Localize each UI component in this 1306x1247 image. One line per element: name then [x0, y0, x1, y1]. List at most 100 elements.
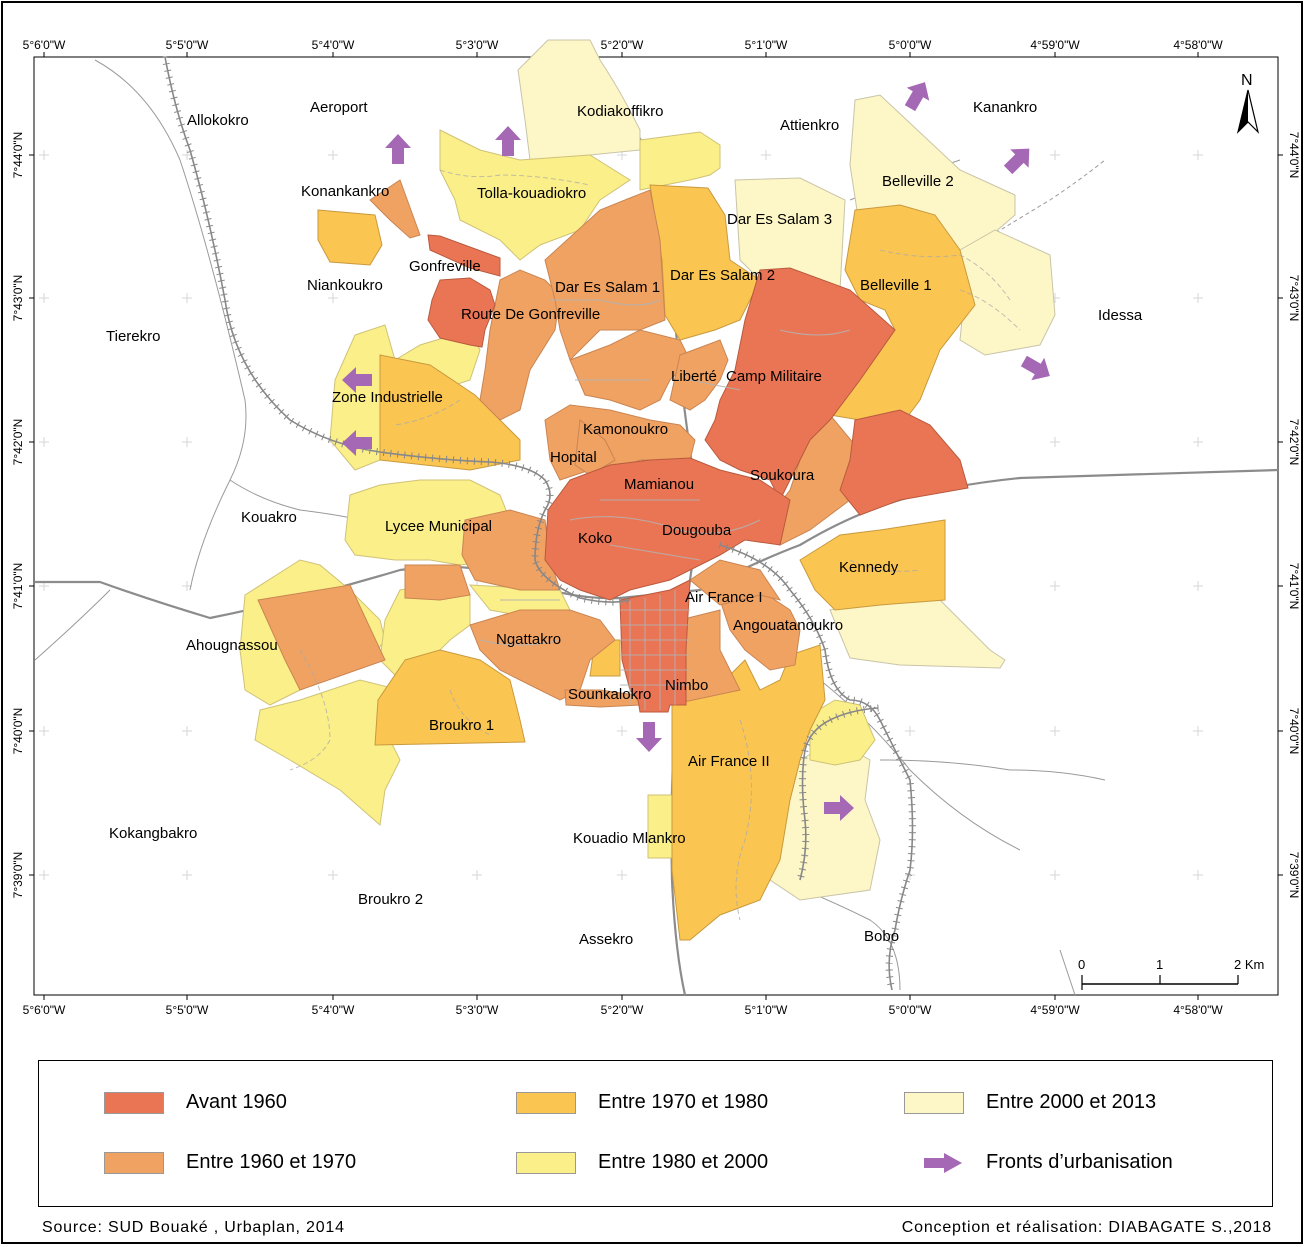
coordinate-label: 5°4'0"W [312, 38, 355, 52]
place-label: Kodiakoffikro [577, 103, 663, 120]
legend-swatch [104, 1091, 164, 1114]
legend-item-1970-1980: Entre 1970 et 1980 [516, 1091, 768, 1114]
street-grid [479, 299, 851, 710]
legend-item-avant-1960: Avant 1960 [104, 1091, 287, 1114]
legend: Avant 1960 Entre 1960 et 1970 Entre 1970… [38, 1060, 1273, 1207]
place-label: Dougouba [662, 522, 732, 539]
place-label: Lycee Municipal [385, 518, 492, 535]
north-arrow: N [1236, 72, 1260, 134]
place-label: Kokangbakro [109, 825, 197, 842]
legend-item-fronts: Fronts d’urbanisation [904, 1151, 1173, 1174]
place-label: Tolla-kouadiokro [477, 185, 586, 202]
coordinate-label: 5°5'0"W [166, 38, 209, 52]
place-label: Kennedy [839, 559, 899, 576]
coordinate-label: 7°42'0"N [11, 419, 25, 466]
coordinate-label: 7°39'0"N [1287, 852, 1301, 899]
latitude-labels-right: 7°44'0"N 7°43'0"N 7°42'0"N 7°41'0"N 7°40'0"N… [1278, 132, 1301, 899]
urbanization-arrow-icon [495, 126, 521, 156]
place-label: Koko [578, 530, 612, 547]
coordinate-label: 4°58'0"W [1173, 1003, 1223, 1017]
place-label: Gonfreville [409, 258, 481, 275]
place-label: Ahougnassou [186, 637, 278, 654]
railways [164, 56, 914, 991]
urbanization-arrow-icon [385, 134, 411, 164]
place-label: Tierekro [106, 328, 160, 345]
coordinate-label: 5°3'0"W [456, 38, 499, 52]
coordinate-label: 7°41'0"N [1287, 563, 1301, 610]
legend-label: Fronts d’urbanisation [986, 1151, 1173, 1173]
urbanization-arrow-icon [1020, 355, 1050, 381]
place-label: Broukro 1 [429, 717, 494, 734]
coordinate-label: 5°0'0"W [889, 38, 932, 52]
scale-label: 2 Km [1234, 957, 1264, 972]
legend-label: Entre 1980 et 2000 [598, 1151, 769, 1173]
longitude-labels-bottom: 5°6'0"W 5°5'0"W 5°4'0"W 5°3'0"W 5°2'0"W 5°1'0… [23, 995, 1223, 1017]
place-label: Niankoukro [307, 277, 383, 294]
credit-note: Conception et réalisation: DIABAGATE S.,… [901, 1219, 1272, 1236]
place-label: Hopital [550, 449, 597, 466]
coordinate-label: 5°3'0"W [456, 1003, 499, 1017]
place-label: Sounkalokro [568, 686, 651, 703]
coordinate-label: 5°5'0"W [166, 1003, 209, 1017]
place-label: Bobo [864, 928, 899, 945]
place-label: Soukoura [750, 467, 815, 484]
place-label: Konankankro [301, 183, 389, 200]
legend-item-1960-1970: Entre 1960 et 1970 [104, 1151, 356, 1174]
legend-label: Entre 2000 et 2013 [986, 1091, 1157, 1113]
coordinate-label: 5°2'0"W [601, 1003, 644, 1017]
place-label: Belleville 2 [882, 173, 954, 190]
place-names: Allokokro Aeroport Kodiakoffikro Attienk… [106, 99, 1143, 948]
coordinate-label: 7°44'0"N [11, 132, 25, 179]
urbanization-arrow-icon [342, 430, 372, 456]
place-label: Kanankro [973, 99, 1037, 116]
north-label: N [1241, 72, 1253, 89]
place-label: Route De Gonfreville [461, 306, 600, 323]
coordinate-label: 4°59'0"W [1030, 1003, 1080, 1017]
place-label: Assekro [579, 931, 633, 948]
urbanization-fronts [342, 82, 1050, 821]
source-note: Source: SUD Bouaké , Urbaplan, 2014 [42, 1219, 345, 1236]
longitude-labels-top: 5°6'0"W 5°5'0"W 5°4'0"W 5°3'0"W 5°2'0"W 5°1'0… [23, 38, 1223, 57]
scale-label: 1 [1156, 957, 1163, 972]
place-label: Angouatanoukro [733, 617, 843, 634]
place-label: Camp Militaire [726, 368, 822, 385]
coordinate-label: 7°41'0"N [11, 563, 25, 610]
legend-swatch [516, 1091, 576, 1114]
coordinate-label: 7°44'0"N [1287, 132, 1301, 179]
arrow-icon [904, 1152, 964, 1174]
urbanization-map: 5°6'0"W 5°5'0"W 5°4'0"W 5°3'0"W 5°2'0"W 5°1'0… [11, 38, 1301, 1017]
coordinate-label: 5°6'0"W [23, 1003, 66, 1017]
coordinate-label: 4°58'0"W [1173, 38, 1223, 52]
place-label: Ngattakro [496, 631, 561, 648]
place-label: Attienkro [780, 117, 839, 134]
scale-label: 0 [1078, 957, 1085, 972]
coordinate-label: 7°40'0"N [1287, 708, 1301, 755]
place-label: Mamianou [624, 476, 694, 493]
coordinate-label: 7°42'0"N [1287, 419, 1301, 466]
coordinate-label: 7°43'0"N [1287, 275, 1301, 322]
legend-swatch [904, 1091, 964, 1114]
street-network [289, 169, 1021, 921]
urbanization-arrow-icon [824, 795, 854, 821]
coordinate-label: 5°1'0"W [745, 38, 788, 52]
place-label: Broukro 2 [358, 891, 423, 908]
legend-label: Entre 1970 et 1980 [598, 1091, 769, 1113]
coordinate-label: 7°43'0"N [11, 275, 25, 322]
urbanization-arrow-icon [636, 722, 662, 752]
place-label: Dar Es Salam 3 [727, 211, 832, 228]
place-label: Air France II [688, 753, 770, 770]
place-label: Dar Es Salam 1 [555, 279, 660, 296]
place-label: Dar Es Salam 2 [670, 267, 775, 284]
place-label: Allokokro [187, 112, 249, 129]
place-label: Belleville 1 [860, 277, 932, 294]
legend-swatch [516, 1151, 576, 1174]
latitude-labels-left: 7°44'0"N 7°43'0"N 7°42'0"N 7°41'0"N 7°40'0"N… [11, 132, 34, 899]
urbanization-arrow-icon [342, 367, 372, 393]
urbanization-arrow-icon [904, 82, 930, 112]
place-label: Kouakro [241, 509, 297, 526]
coordinate-label: 5°1'0"W [745, 1003, 788, 1017]
railway-ticks [161, 55, 916, 986]
place-label: Nimbo [665, 677, 708, 694]
coordinate-label: 7°39'0"N [11, 852, 25, 899]
